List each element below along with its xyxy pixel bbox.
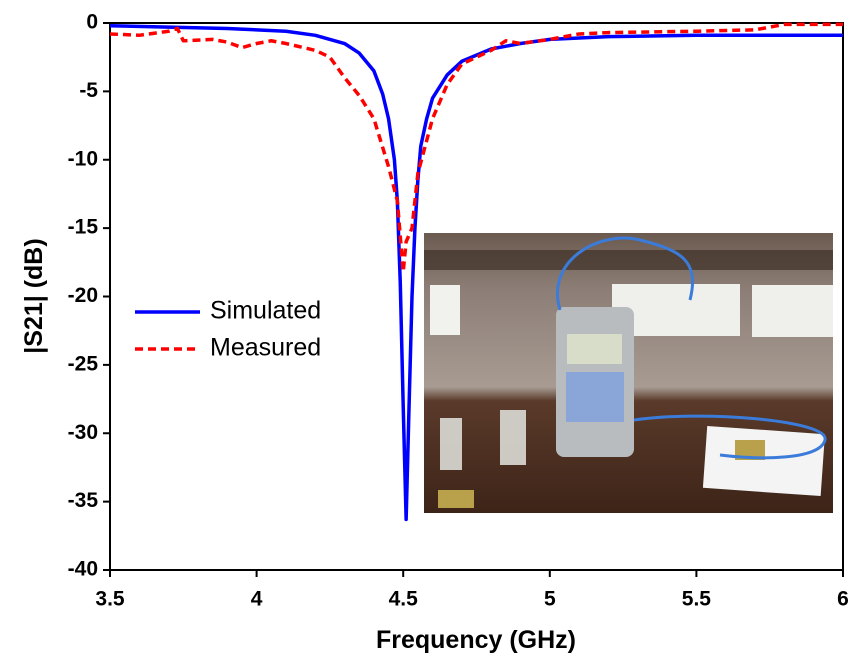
x-tick-label: 3.5 xyxy=(95,588,125,611)
x-tick-label: 5 xyxy=(544,588,556,611)
legend-label: Simulated xyxy=(210,297,321,325)
x-axis-label: Frequency (GHz) xyxy=(376,626,576,654)
legend-label: Measured xyxy=(210,334,321,362)
inset-photo xyxy=(424,233,833,513)
y-tick-label: 0 xyxy=(86,11,98,34)
x-tick-label: 5.5 xyxy=(682,588,712,611)
x-tick-label: 4.5 xyxy=(389,588,419,611)
y-tick-label: -30 xyxy=(68,421,98,444)
y-axis-label: |S21| (dB) xyxy=(20,238,48,353)
y-tick-label: -15 xyxy=(68,216,99,239)
x-tick-label: 4 xyxy=(251,588,263,611)
series-line xyxy=(109,22,843,274)
y-tick-label: -35 xyxy=(68,489,99,512)
y-tick-label: -40 xyxy=(68,558,98,581)
y-tick-label: -20 xyxy=(68,284,98,307)
y-tick-label: -25 xyxy=(68,352,99,375)
y-tick-label: -5 xyxy=(79,79,98,102)
x-tick-label: 6 xyxy=(837,588,849,611)
y-tick-label: -10 xyxy=(68,147,98,170)
